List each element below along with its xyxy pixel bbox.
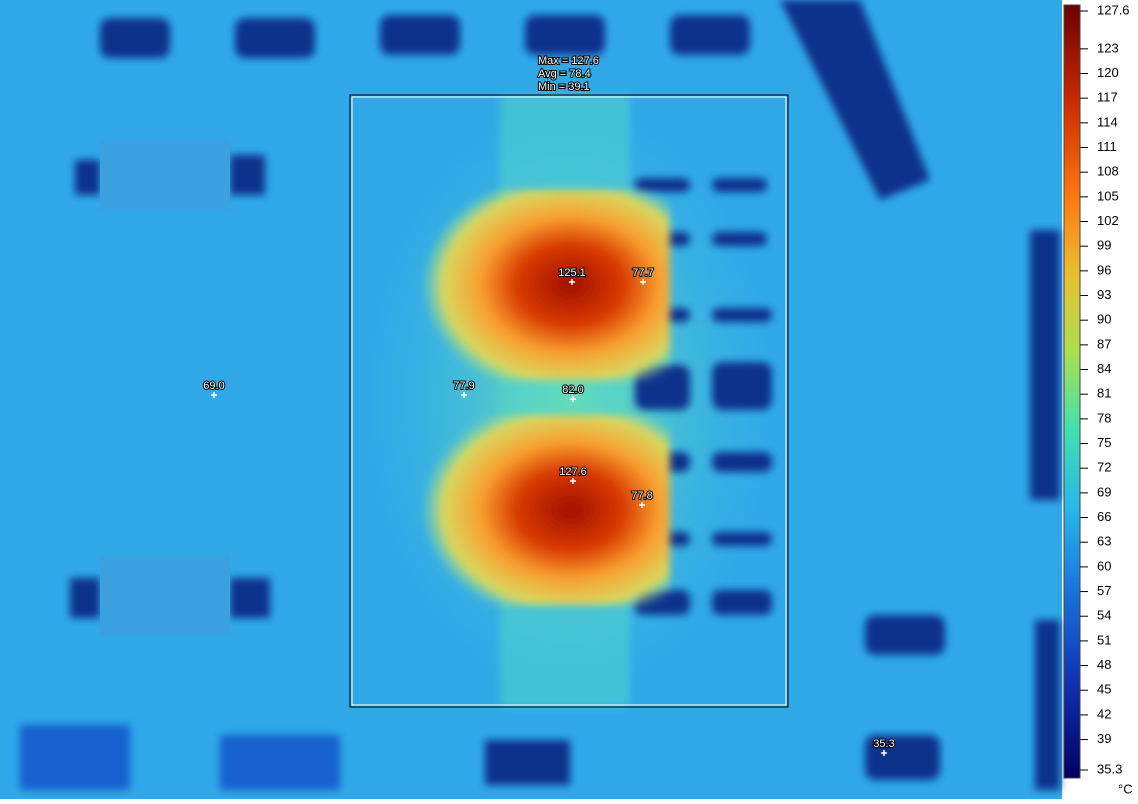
colorbar-tick-label: 127.6 xyxy=(1097,2,1130,17)
colorbar-tick-label: 108 xyxy=(1097,164,1119,179)
spot-label: 35.3 xyxy=(873,738,894,750)
spot-cross xyxy=(639,502,645,508)
colorbar-tick-label: 75 xyxy=(1097,435,1111,450)
colorbar-unit: °C xyxy=(1118,781,1133,796)
colorbar-tick-label: 105 xyxy=(1097,188,1119,203)
colorbar xyxy=(1063,4,1081,779)
box-stat: Avg = 78.4 xyxy=(538,68,591,80)
colorbar-tick-label: 72 xyxy=(1097,460,1111,475)
colorbar-tick-label: 54 xyxy=(1097,608,1111,623)
spot-cross xyxy=(211,392,217,398)
colorbar-tick-label: 84 xyxy=(1097,361,1111,376)
colorbar-tick-label: 66 xyxy=(1097,509,1111,524)
spot-label: 82.0 xyxy=(562,384,583,396)
colorbar-tick-label: 90 xyxy=(1097,312,1111,327)
colorbar-tick-label: 45 xyxy=(1097,682,1111,697)
spot-cross xyxy=(570,478,576,484)
colorbar-tick-label: 123 xyxy=(1097,40,1119,55)
spot-cross xyxy=(570,396,576,402)
colorbar-tick-label: 111 xyxy=(1097,139,1117,154)
colorbar-tick-label: 117 xyxy=(1097,90,1118,105)
spot-label: 69.0 xyxy=(203,380,224,392)
spot-label: 77.8 xyxy=(631,490,652,502)
colorbar-tick-label: 35.3 xyxy=(1097,761,1122,776)
colorbar-tick-label: 51 xyxy=(1097,632,1111,647)
spot-cross xyxy=(461,392,467,398)
colorbar-tick-label: 42 xyxy=(1097,706,1111,721)
colorbar-tick-label: 114 xyxy=(1097,114,1118,129)
colorbar-tick-label: 78 xyxy=(1097,410,1111,425)
colorbar-tick-label: 39 xyxy=(1097,731,1111,746)
spot-cross xyxy=(881,750,887,756)
colorbar-tick-label: 102 xyxy=(1097,213,1119,228)
spot-cross xyxy=(640,279,646,285)
colorbar-tick-label: 87 xyxy=(1097,336,1111,351)
colorbar-tick-label: 48 xyxy=(1097,657,1111,672)
spot-label: 77.7 xyxy=(632,267,653,279)
colorbar-tick-label: 63 xyxy=(1097,534,1111,549)
colorbar-tick-label: 120 xyxy=(1097,65,1119,80)
thermal-image xyxy=(0,0,1062,799)
colorbar-tick-label: 57 xyxy=(1097,583,1111,598)
spot-cross xyxy=(569,279,575,285)
colorbar-tick-label: 69 xyxy=(1097,484,1111,499)
spot-label: 127.6 xyxy=(559,466,587,478)
colorbar-tick-label: 99 xyxy=(1097,238,1111,253)
spot-label: 125.1 xyxy=(558,267,586,279)
colorbar-tick-label: 93 xyxy=(1097,287,1111,302)
box-stat: Max = 127.6 xyxy=(538,55,599,67)
colorbar-tick-label: 96 xyxy=(1097,262,1111,277)
box-stat: Min = 39.1 xyxy=(538,81,590,93)
colorbar-tick-label: 81 xyxy=(1097,386,1111,401)
colorbar-tick-label: 60 xyxy=(1097,558,1111,573)
spot-label: 77.9 xyxy=(453,380,474,392)
